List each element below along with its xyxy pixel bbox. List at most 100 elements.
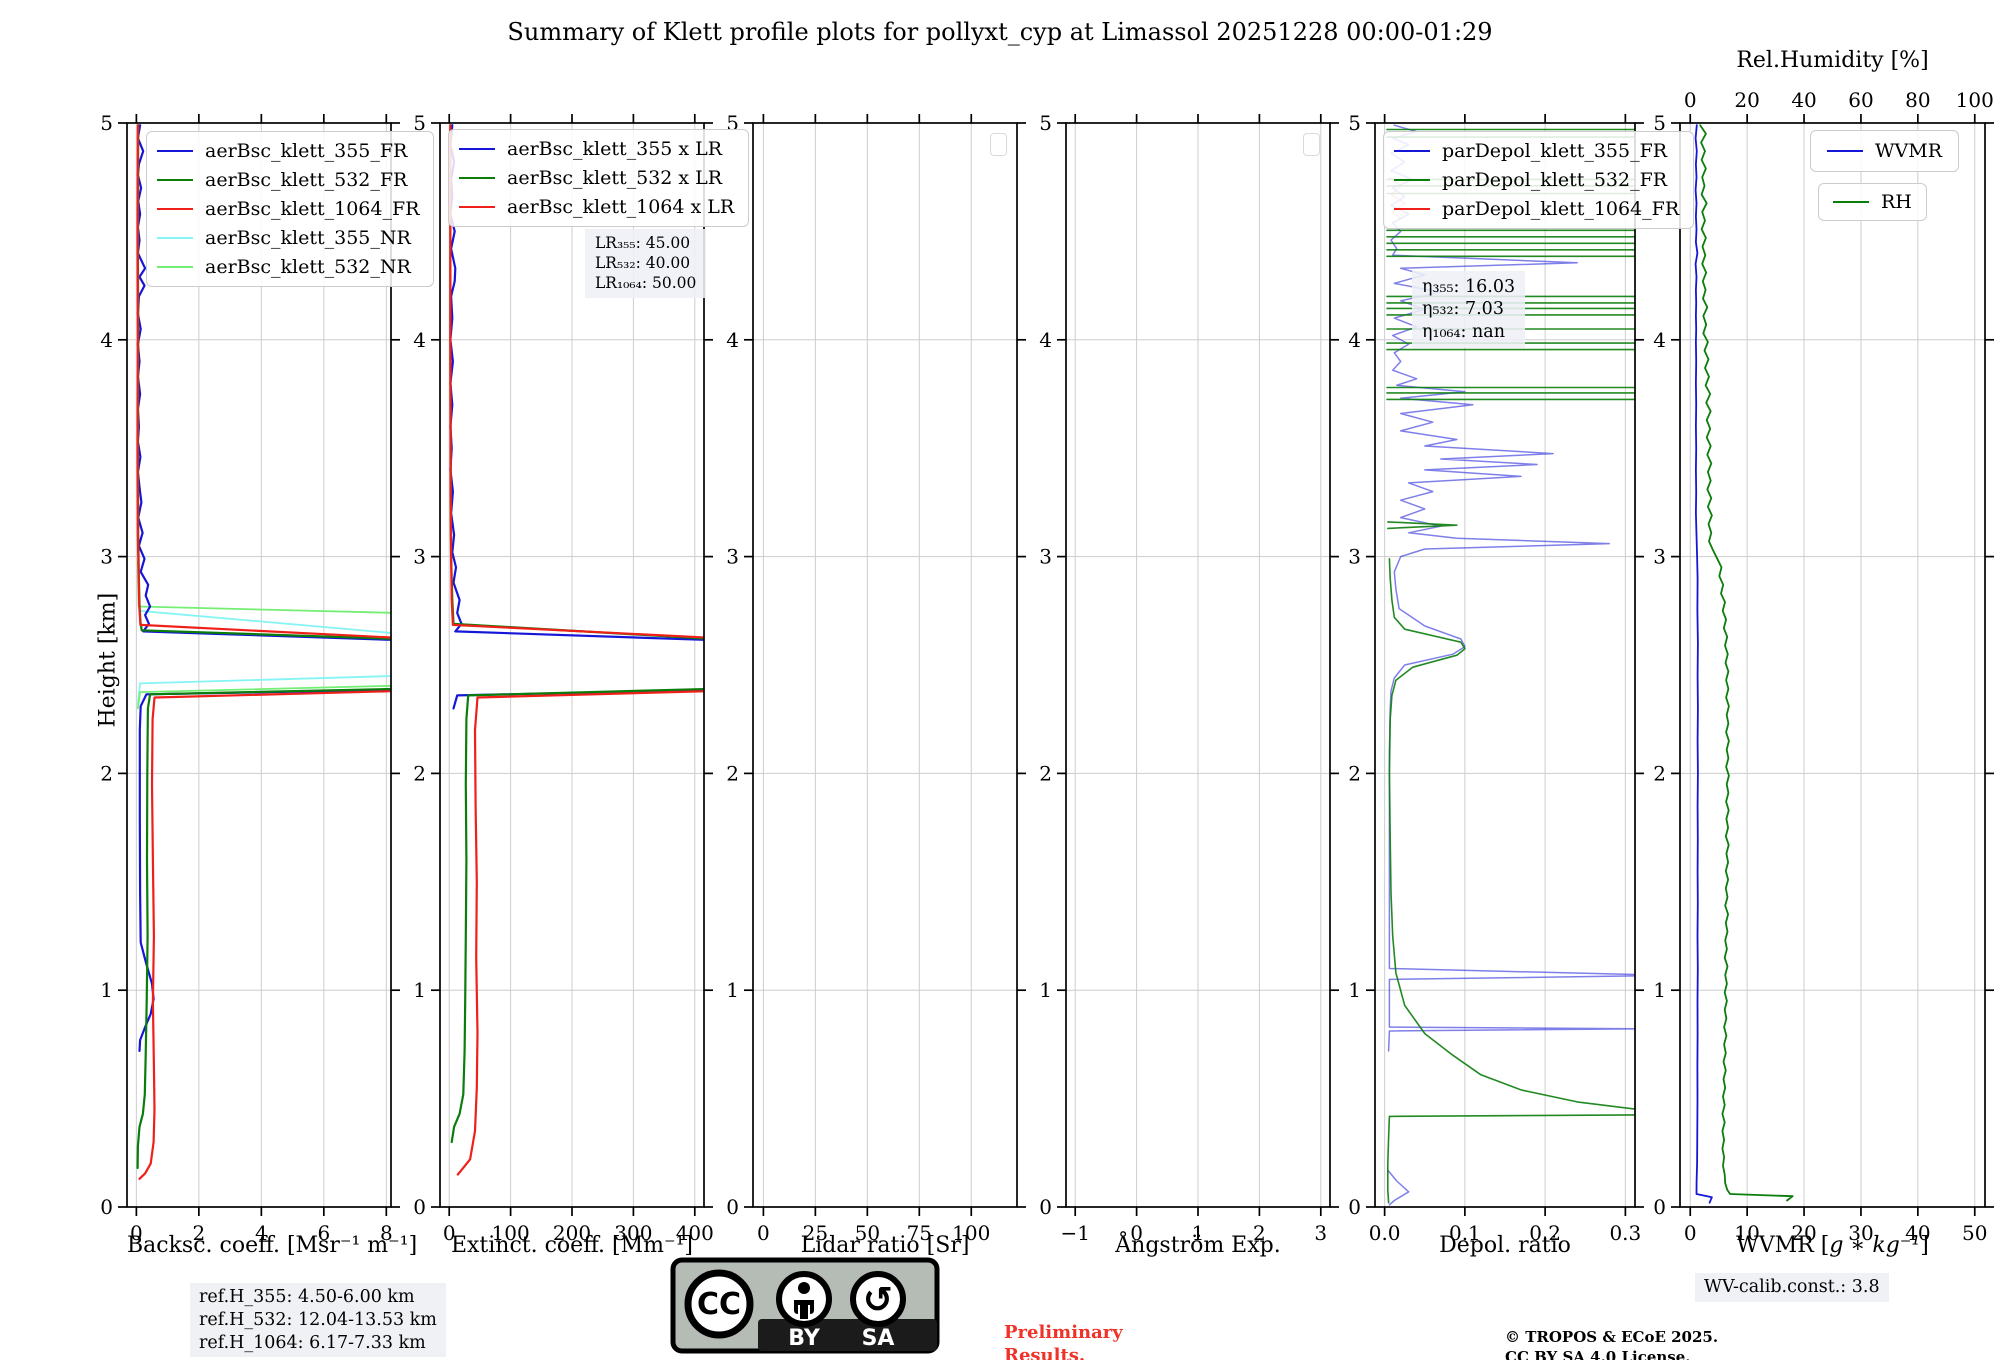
x-tick-label: 2 xyxy=(1253,1221,1266,1245)
x-tick-label: 0 xyxy=(757,1221,770,1245)
x-tick-label: 3 xyxy=(1314,1221,1327,1245)
share-alike-icon: ↺ xyxy=(850,1271,906,1327)
badge-dark-strip xyxy=(758,1319,937,1351)
reference-height-box: ref.H_355: 4.50-6.00 km ref.H_532: 12.04… xyxy=(190,1283,446,1358)
x-tick-label: −1 xyxy=(1060,1221,1089,1245)
x-axis-label-depol: Depol. ratio xyxy=(1439,1233,1571,1258)
y-tick-label: 2 xyxy=(726,761,739,785)
legend-extinction: aerBsc_klett_355 x LR aerBsc_klett_532 x … xyxy=(448,129,750,227)
y-tick-label: 2 xyxy=(100,761,113,785)
preliminary-line: Preliminary xyxy=(1004,1322,1123,1343)
legend-line-sample xyxy=(157,150,193,152)
x-axis-label-angstrom: Ångström Exp. xyxy=(1115,1233,1281,1258)
legend-line-sample xyxy=(157,237,193,239)
x-tick-label: 0.2 xyxy=(1529,1221,1561,1245)
x-tick-label: 8 xyxy=(380,1221,393,1245)
legend-line-sample xyxy=(459,206,495,208)
series-parDepol_klett_532_FR xyxy=(1387,521,1458,530)
legend-wvmr: WVMR xyxy=(1810,130,1960,172)
series-aerBsc_klett_532_NR xyxy=(137,560,391,614)
copyright-line: CC BY SA 4.0 License. xyxy=(1505,1348,1691,1360)
legend-item: aerBsc_klett_532 x LR xyxy=(459,167,734,189)
x-tick-label: 30 xyxy=(1848,1221,1873,1245)
wv-calib-line: WV-calib.const.: 3.8 xyxy=(1704,1277,1880,1297)
y-tick-label: 3 xyxy=(1653,545,1666,569)
legend-line-sample xyxy=(157,208,193,210)
y-tick-label: 1 xyxy=(413,978,426,1002)
svg-text:CC: CC xyxy=(697,1287,741,1322)
y-tick-label: 1 xyxy=(1039,978,1052,1002)
legend-label: aerBsc_klett_1064_FR xyxy=(205,198,420,220)
cc-logo-icon: CC xyxy=(684,1269,754,1339)
legend-rh: RH xyxy=(1818,183,1927,221)
series-aerBsc_klett_532_NR xyxy=(137,684,391,710)
y-tick-label: 5 xyxy=(100,111,113,135)
legend-item: RH xyxy=(1833,191,1912,213)
empty-legend-box-lidar-ratio xyxy=(990,133,1007,156)
legend-item: aerBsc_klett_1064_FR xyxy=(157,198,419,220)
legend-line-sample xyxy=(459,148,495,150)
rh-tick-label: 20 xyxy=(1734,88,1759,112)
badge-sa-label: SA xyxy=(862,1326,895,1351)
legend-line-sample xyxy=(459,177,495,179)
y-tick-label: 3 xyxy=(100,545,113,569)
y-tick-label: 5 xyxy=(1039,111,1052,135)
y-tick-label: 5 xyxy=(413,111,426,135)
legend-line-sample xyxy=(1394,150,1430,152)
preliminary-line: Results. xyxy=(1004,1344,1086,1360)
y-tick-label: 5 xyxy=(1348,111,1361,135)
badge-by-label: BY xyxy=(788,1326,821,1351)
x-tick-label: 10 xyxy=(1734,1221,1759,1245)
y-tick-label: 2 xyxy=(413,761,426,785)
series-parDepol_klett_355_FR xyxy=(1387,124,1635,1052)
legend-line-sample xyxy=(157,266,193,268)
annotation-line: η₁₀₆₄: nan xyxy=(1422,321,1505,342)
x-axis-label-wvmr: WVMR [g ∗ kg⁻¹] xyxy=(1680,1233,1985,1258)
lidar-ratio-annotation: LR₃₅₅: 45.00 LR₅₃₂: 40.00 LR₁₀₆₄: 50.00 xyxy=(585,229,707,299)
legend-item: parDepol_klett_355_FR xyxy=(1394,140,1679,162)
x-tick-label: 50 xyxy=(855,1221,880,1245)
legend-item: aerBsc_klett_355_FR xyxy=(157,140,419,162)
empty-legend-box-angstrom xyxy=(1303,133,1320,156)
legend-label: RH xyxy=(1881,191,1912,213)
x-axis-label-lidar-ratio: Lidar ratio [Sr] xyxy=(800,1233,970,1258)
rh-top-axis-label: Rel.Humidity [%] xyxy=(1736,48,1929,73)
preliminary-results-note: Preliminary Results. xyxy=(1004,1322,1123,1360)
y-tick-label: 2 xyxy=(1653,761,1666,785)
x-tick-label: 0.1 xyxy=(1449,1221,1481,1245)
y-tick-label: 4 xyxy=(1348,328,1361,352)
refh-line: ref.H_1064: 6.17-7.33 km xyxy=(199,1332,426,1353)
x-tick-label: 300 xyxy=(614,1221,652,1245)
rh-tick-label: 0 xyxy=(1684,88,1697,112)
x-tick-label: 0 xyxy=(1130,1221,1143,1245)
legend-item: parDepol_klett_1064_FR xyxy=(1394,198,1679,220)
refh-line: ref.H_355: 4.50-6.00 km xyxy=(199,1287,415,1307)
y-tick-label: 1 xyxy=(1348,978,1361,1002)
x-tick-label: 0.0 xyxy=(1369,1221,1401,1245)
y-tick-label: 0 xyxy=(726,1195,739,1219)
y-tick-label: 1 xyxy=(100,978,113,1002)
y-tick-label: 3 xyxy=(726,545,739,569)
legend-item: parDepol_klett_532_FR xyxy=(1394,169,1679,191)
legend-line-sample xyxy=(1833,201,1869,203)
series-parDepol_klett_355_FR xyxy=(1387,1169,1410,1206)
wvmr-label-pre: WVMR [ xyxy=(1736,1233,1830,1258)
series-aerBsc_klett_355_NR xyxy=(137,544,391,634)
legend-label: aerBsc_klett_532 x LR xyxy=(507,167,723,189)
x-tick-label: 200 xyxy=(553,1221,591,1245)
rh-tick-label: 100 xyxy=(1956,88,1994,112)
legend-item: aerBsc_klett_355 x LR xyxy=(459,138,734,160)
y-tick-label: 4 xyxy=(1039,328,1052,352)
legend-depol: parDepol_klett_355_FR parDepol_klett_532_… xyxy=(1383,131,1695,229)
legend-item: aerBsc_klett_532_FR xyxy=(157,169,419,191)
x-tick-label: 100 xyxy=(952,1221,990,1245)
x-tick-label: 400 xyxy=(676,1221,714,1245)
annotation-line: LR₅₃₂: 40.00 xyxy=(595,253,691,272)
refh-line: ref.H_532: 12.04-13.53 km xyxy=(199,1309,437,1330)
legend-label: aerBsc_klett_1064 x LR xyxy=(507,196,735,218)
legend-label: parDepol_klett_355_FR xyxy=(1442,140,1668,162)
page-title: Summary of Klett profile plots for polly… xyxy=(507,18,1493,46)
y-tick-label: 5 xyxy=(1653,111,1666,135)
annotation-line: η₅₃₂: 7.03 xyxy=(1422,299,1504,320)
